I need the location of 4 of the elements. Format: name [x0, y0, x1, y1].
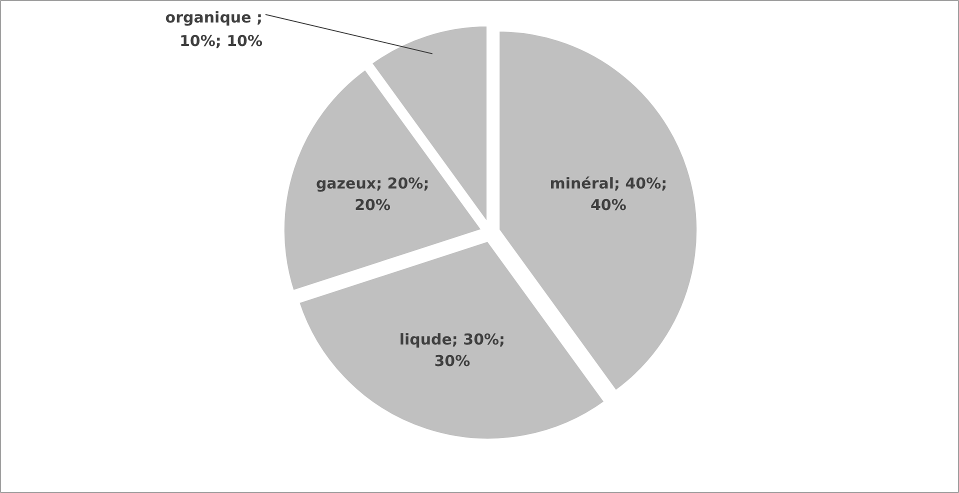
slice-label: liqude; 30%; 30% [399, 330, 506, 370]
slice-label: gazeux; 20%; 20% [316, 174, 430, 214]
slice-label: organique ; 10%; 10% [165, 8, 263, 50]
slice-label: minéral; 40%; 40% [550, 174, 668, 214]
